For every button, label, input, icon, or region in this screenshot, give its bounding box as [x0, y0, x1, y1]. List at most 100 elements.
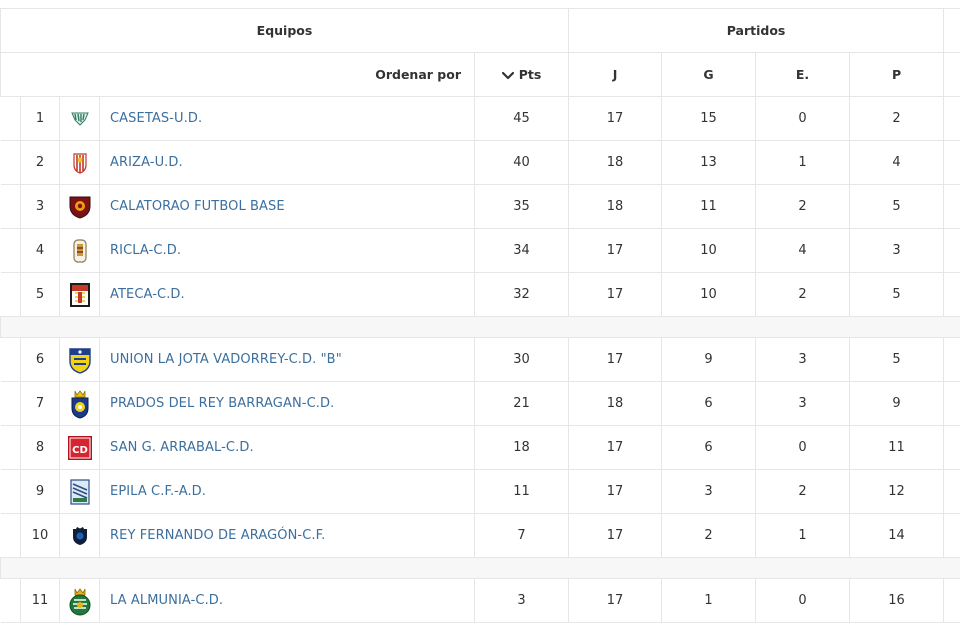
sort-by-g-button[interactable]: G [661, 52, 757, 97]
j-cell: 17 [568, 228, 663, 273]
pts-cell: 30 [473, 337, 570, 382]
g-cell: 10 [661, 272, 757, 317]
table-row[interactable]: 4 RICLA-C.D. 34 17 10 4 3 [0, 228, 960, 273]
pts-cell: 3 [473, 578, 570, 623]
pts-cell: 35 [473, 184, 570, 229]
row-marker-cell [0, 228, 21, 273]
e-column-label: E. [795, 67, 810, 82]
table-row[interactable]: 5 ATECA-C.D. 32 17 10 2 5 [0, 272, 960, 317]
crest-cell: CD [59, 425, 100, 470]
p-cell: 5 [849, 337, 945, 382]
team-link[interactable]: SAN G. ARRABAL-C.D. [110, 440, 254, 455]
crest-cell [59, 272, 100, 317]
crest-cell [59, 381, 100, 426]
e-cell: 0 [755, 578, 851, 623]
team-name-cell: CASETAS-U.D. [99, 96, 475, 141]
team-name-cell: CALATORAO FUTBOL BASE [99, 184, 475, 229]
table-row[interactable]: 3 CALATORAO FUTBOL BASE 35 18 11 2 5 [0, 184, 960, 229]
table-row[interactable]: 8 CD SAN G. ARRABAL-C.D. 18 17 6 0 11 [0, 425, 960, 470]
e-cell: 0 [755, 425, 851, 470]
team-link[interactable]: LA ALMUNIA-C.D. [110, 593, 224, 608]
p-cell: 16 [849, 578, 945, 623]
zone-separator [0, 316, 960, 338]
ateca-crest-icon [60, 282, 99, 308]
row-marker-cell [0, 337, 21, 382]
header-spacer [943, 52, 960, 97]
position-cell: 2 [20, 140, 60, 185]
union-la-jota-crest-icon [60, 346, 99, 374]
p-cell: 5 [849, 272, 945, 317]
crest-cell [59, 578, 100, 623]
crest-cell [59, 469, 100, 514]
table-row[interactable]: 2 ARIZA-U.D. 40 18 13 1 4 [0, 140, 960, 185]
crest-cell [59, 228, 100, 273]
ricla-crest-icon [60, 238, 99, 263]
table-row[interactable]: 6 UNION LA JOTA VADORREY-C.D. "B" 30 17 9 3 5 [0, 337, 960, 382]
row-marker-cell [0, 381, 21, 426]
equipos-header: Equipos [0, 8, 570, 53]
position-cell: 5 [20, 272, 60, 317]
p-cell: 5 [849, 184, 945, 229]
position-cell: 8 [20, 425, 60, 470]
table-row[interactable]: 7 PRADOS DEL REY BARRAGAN-C.D. 21 18 6 3 9 [0, 381, 960, 426]
team-link[interactable]: UNION LA JOTA VADORREY-C.D. "B" [110, 352, 342, 367]
j-cell: 17 [568, 513, 663, 558]
g-cell: 10 [661, 228, 757, 273]
team-link[interactable]: REY FERNANDO DE ARAGÓN-C.F. [110, 528, 326, 543]
table-row[interactable]: 1 CASETAS-U.D. 45 17 15 0 2 [0, 96, 960, 141]
team-link[interactable]: CASETAS-U.D. [110, 111, 203, 126]
position-cell: 9 [20, 469, 60, 514]
table-row[interactable]: 9 EPILA C.F.-A.D. 11 17 3 2 12 [0, 469, 960, 514]
position-cell: 11 [20, 578, 60, 623]
g-cell: 6 [661, 381, 757, 426]
position-cell: 7 [20, 381, 60, 426]
casetas-crest-icon [60, 111, 99, 127]
j-cell: 17 [568, 578, 663, 623]
standings-container: Equipos Partidos Ordenar por Pts J G E. … [0, 8, 960, 623]
crest-cell [59, 513, 100, 558]
j-cell: 18 [568, 140, 663, 185]
la-almunia-crest-icon [60, 586, 99, 616]
sort-by-e-button[interactable]: E. [755, 52, 851, 97]
e-cell: 1 [755, 140, 851, 185]
pts-cell: 21 [473, 381, 570, 426]
row-marker-cell [0, 513, 21, 558]
e-cell: 1 [755, 513, 851, 558]
team-name-cell: ARIZA-U.D. [99, 140, 475, 185]
row-spacer-cell [943, 578, 960, 623]
row-spacer-cell [943, 228, 960, 273]
sort-by-p-button[interactable]: P [849, 52, 945, 97]
j-cell: 18 [568, 184, 663, 229]
rey-fernando-crest-icon [60, 526, 99, 546]
header-columns-row: Ordenar por Pts J G E. P [0, 52, 960, 97]
crest-cell [59, 96, 100, 141]
pts-cell: 45 [473, 96, 570, 141]
e-cell: 4 [755, 228, 851, 273]
team-name-cell: UNION LA JOTA VADORREY-C.D. "B" [99, 337, 475, 382]
team-name-cell: REY FERNANDO DE ARAGÓN-C.F. [99, 513, 475, 558]
pts-cell: 32 [473, 272, 570, 317]
team-link[interactable]: EPILA C.F.-A.D. [110, 484, 207, 499]
calatorao-crest-icon [60, 195, 99, 219]
table-row[interactable]: 11 LA ALMUNIA-C.D. 3 17 1 0 16 [0, 578, 960, 623]
team-name-cell: PRADOS DEL REY BARRAGAN-C.D. [99, 381, 475, 426]
row-marker-cell [0, 96, 21, 141]
e-cell: 2 [755, 469, 851, 514]
header-spacer [943, 8, 960, 53]
team-link[interactable]: RICLA-C.D. [110, 243, 182, 258]
team-link[interactable]: CALATORAO FUTBOL BASE [110, 199, 285, 214]
team-link[interactable]: ATECA-C.D. [110, 287, 185, 302]
sort-by-j-button[interactable]: J [568, 52, 663, 97]
g-cell: 3 [661, 469, 757, 514]
row-spacer-cell [943, 337, 960, 382]
pts-cell: 18 [473, 425, 570, 470]
table-row[interactable]: 10 REY FERNANDO DE ARAGÓN-C.F. 7 17 2 1 14 [0, 513, 960, 558]
row-marker-cell [0, 184, 21, 229]
row-marker-cell [0, 272, 21, 317]
team-link[interactable]: ARIZA-U.D. [110, 155, 183, 170]
header-group-row: Equipos Partidos [0, 8, 960, 53]
team-link[interactable]: PRADOS DEL REY BARRAGAN-C.D. [110, 396, 335, 411]
j-column-label: J [612, 67, 618, 82]
j-cell: 18 [568, 381, 663, 426]
sort-by-pts-button[interactable]: Pts [473, 52, 570, 97]
